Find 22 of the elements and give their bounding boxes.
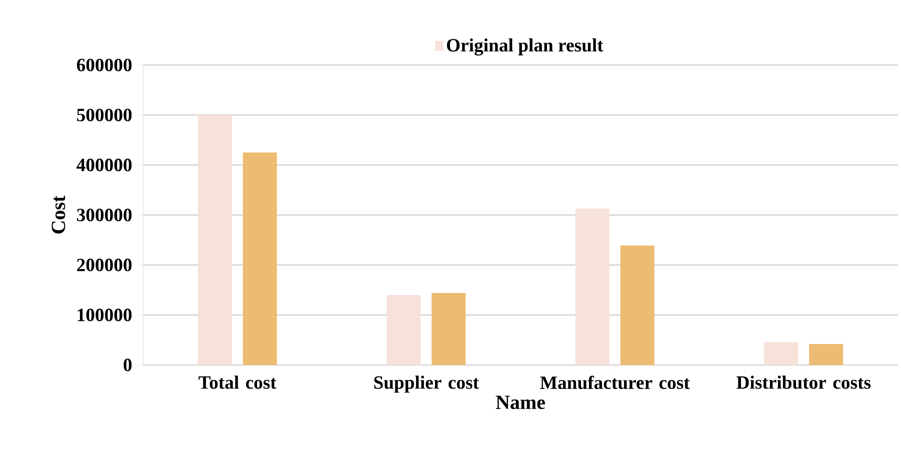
y-tick-label: 600000 [76,58,132,72]
bar [764,342,798,365]
legend-label: Original plan result [446,38,604,56]
x-tick-label: Total cost [198,376,276,389]
bar [242,152,277,365]
x-tick-label: Supplier cost [374,376,479,393]
x-tick-label: Manufacturer cost [540,376,690,390]
y-tick-label: 0 [124,358,132,372]
x-axis-title: Name [496,396,545,410]
bar [809,344,844,365]
bar [432,292,466,365]
y-tick-label: 500000 [77,108,132,122]
bar [198,114,232,365]
x-tick-label: Distributor costs [736,376,871,389]
y-tick-label: 100000 [78,308,132,322]
y-axis-title: Cost [52,196,66,234]
bar [620,245,654,365]
y-tick-label: 400000 [76,158,132,172]
bar [575,208,610,365]
y-tick-label: 300000 [77,208,132,222]
y-tick-label: 200000 [77,258,132,272]
bar [386,294,421,365]
